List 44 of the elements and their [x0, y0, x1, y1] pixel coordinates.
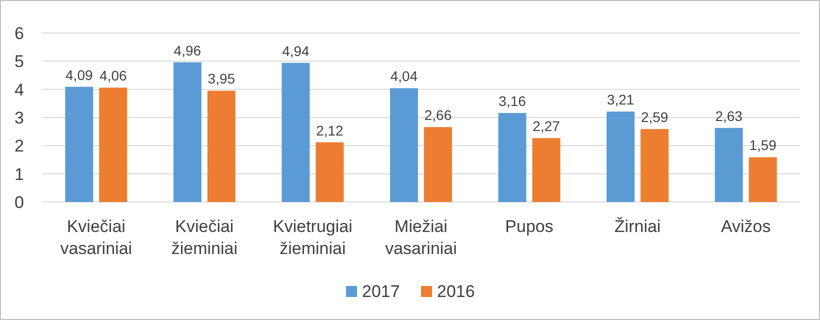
data-label: 3,16 — [498, 92, 526, 109]
data-label: 3,21 — [606, 92, 634, 108]
data-label: 4,04 — [390, 68, 418, 84]
bar — [748, 157, 777, 202]
bar — [640, 129, 669, 202]
data-label: 2,66 — [424, 107, 452, 124]
data-label: 4,09 — [66, 66, 93, 83]
data-label: 2,63 — [715, 108, 743, 124]
bar — [390, 88, 418, 202]
bar — [498, 112, 526, 202]
bar — [316, 142, 344, 202]
data-label: 2,59 — [640, 109, 668, 126]
x-tick-label: Pupos — [505, 217, 554, 236]
bar — [606, 112, 635, 202]
y-tick-label: 1 — [14, 164, 24, 184]
data-label: 4,96 — [174, 42, 202, 58]
bar — [424, 127, 452, 202]
bar — [282, 62, 310, 202]
x-tick-label: Avižos — [720, 217, 771, 236]
y-tick-label: 5 — [14, 52, 24, 72]
data-label: 4,94 — [282, 42, 310, 59]
data-label: 2,27 — [532, 118, 560, 134]
x-tick-label: Žirniai — [614, 217, 661, 236]
legend-label: 2017 — [362, 282, 400, 301]
y-tick-label: 0 — [14, 193, 24, 212]
bar — [207, 90, 236, 202]
y-tick-label: 4 — [14, 80, 24, 100]
x-tick-label: Kviečiai žieminiai — [171, 217, 238, 258]
y-tick-label: 3 — [14, 108, 24, 128]
bar — [99, 88, 128, 202]
bar — [65, 86, 94, 202]
data-label: 3,95 — [208, 70, 236, 87]
bar — [532, 138, 560, 202]
x-tick-label: Kvietrugiai žieminiai — [273, 217, 352, 258]
y-tick-label: 2 — [14, 136, 24, 156]
data-label: 1,59 — [749, 137, 777, 154]
legend-label: 2016 — [437, 282, 475, 301]
x-tick-label: Kviečiai vasariniai — [60, 217, 132, 258]
data-label: 2,12 — [316, 122, 344, 138]
y-tick-label: 6 — [14, 24, 24, 43]
bar — [714, 128, 743, 202]
x-tick-label: Miežiai vasariniai — [385, 217, 457, 258]
bar — [173, 62, 202, 202]
data-label: 4,06 — [100, 68, 127, 84]
